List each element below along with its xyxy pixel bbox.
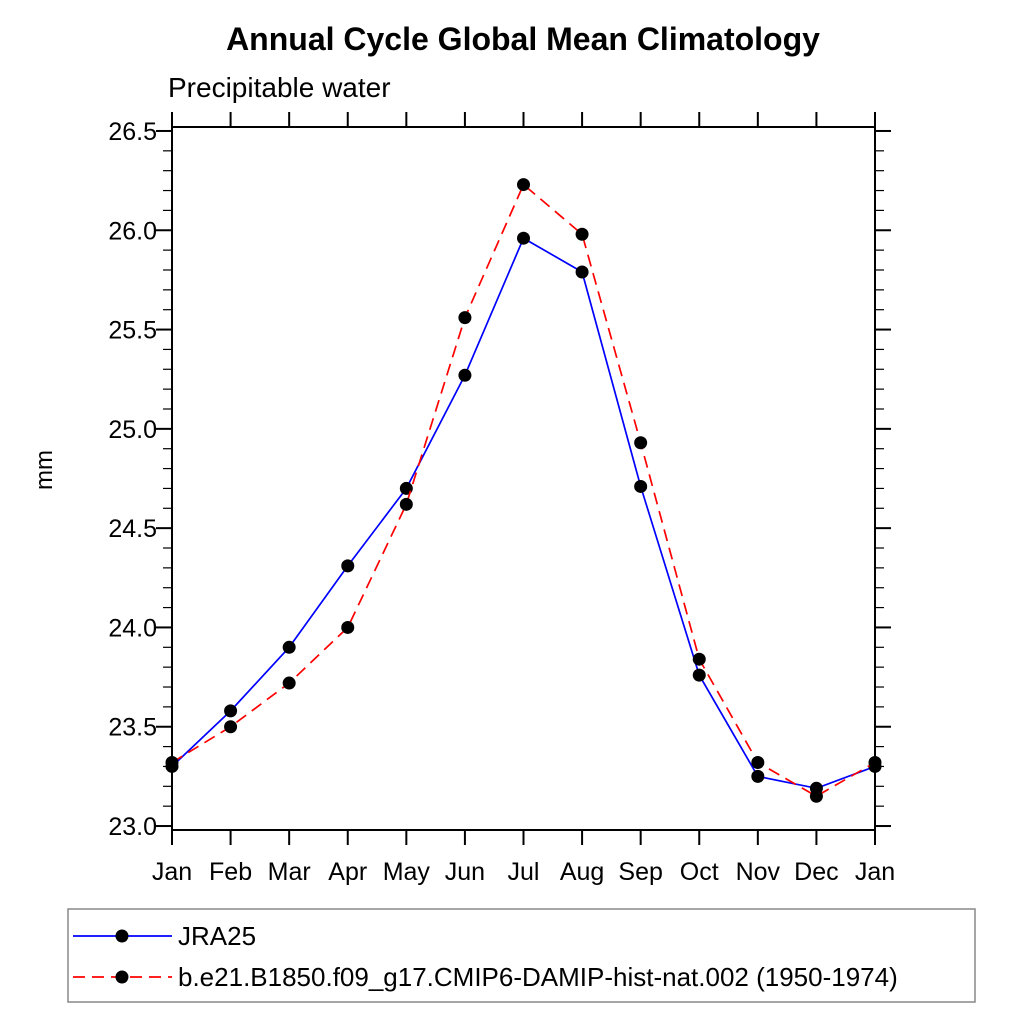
x-tick-label: Oct bbox=[680, 858, 719, 886]
legend-marker-jra25 bbox=[115, 929, 129, 943]
data-point bbox=[224, 704, 238, 718]
data-point bbox=[282, 640, 296, 654]
legend-box bbox=[67, 908, 976, 1003]
y-tick-label: 24.0 bbox=[108, 614, 157, 642]
y-tick-label: 25.0 bbox=[108, 416, 157, 444]
x-tick-label: Nov bbox=[736, 858, 781, 886]
x-tick-label: Jan bbox=[152, 858, 192, 886]
x-tick-label: Feb bbox=[209, 858, 252, 886]
y-tick-label: 25.5 bbox=[108, 317, 157, 345]
data-point bbox=[458, 311, 472, 325]
chart-subtitle: Precipitable water bbox=[168, 72, 391, 103]
data-point bbox=[868, 755, 882, 769]
x-tick-label: Jun bbox=[445, 858, 485, 886]
data-point bbox=[634, 436, 648, 450]
data-point bbox=[809, 789, 823, 803]
data-point bbox=[575, 265, 589, 279]
x-tick-label: Jan bbox=[855, 858, 895, 886]
chart-title: Annual Cycle Global Mean Climatology bbox=[226, 21, 820, 57]
x-tick-label: Dec bbox=[794, 858, 838, 886]
y-tick-label: 23.5 bbox=[108, 714, 157, 742]
x-tick-label: Aug bbox=[560, 858, 604, 886]
data-point bbox=[517, 178, 530, 192]
data-point bbox=[575, 227, 589, 241]
data-point bbox=[282, 676, 296, 690]
y-tick-label: 24.5 bbox=[108, 515, 157, 543]
legend-label-jra25: JRA25 bbox=[178, 921, 256, 951]
data-point bbox=[692, 668, 706, 682]
x-tick-label: Mar bbox=[268, 858, 311, 886]
x-tick-label: May bbox=[383, 858, 431, 886]
data-point bbox=[634, 479, 648, 493]
plot-elements: Jan Feb Mar Apr May Jun Jul Aug Sep Oct Nov Dec Jan 2… bbox=[108, 112, 895, 886]
x-tick-label: Sep bbox=[618, 858, 662, 886]
series-line-0 bbox=[171, 236, 876, 790]
data-point bbox=[751, 755, 765, 769]
y-tick-label: 26.0 bbox=[108, 217, 157, 245]
legend-marker-model bbox=[115, 970, 129, 984]
data-point bbox=[399, 481, 413, 495]
legend-label-model: b.e21.B1850.f09_g17.CMIP6-DAMIP-hist-nat… bbox=[178, 962, 898, 992]
data-point bbox=[458, 368, 472, 382]
data-point bbox=[517, 231, 530, 245]
series-line-1 bbox=[171, 183, 876, 798]
data-point bbox=[341, 620, 355, 634]
data-point bbox=[692, 652, 706, 666]
x-tick-label: Jul bbox=[508, 858, 540, 886]
y-tick-label: 26.5 bbox=[108, 118, 157, 146]
legend: JRA25 b.e21.B1850.f09_g17.CMIP6-DAMIP-hi… bbox=[67, 908, 976, 1003]
y-tick-label: 23.0 bbox=[108, 813, 157, 841]
data-point bbox=[165, 755, 179, 769]
data-point bbox=[224, 720, 238, 734]
data-point bbox=[399, 497, 413, 511]
data-point bbox=[341, 559, 355, 573]
x-tick-label: Apr bbox=[328, 858, 367, 886]
y-axis-label: mm bbox=[31, 450, 58, 490]
data-point bbox=[751, 769, 765, 783]
